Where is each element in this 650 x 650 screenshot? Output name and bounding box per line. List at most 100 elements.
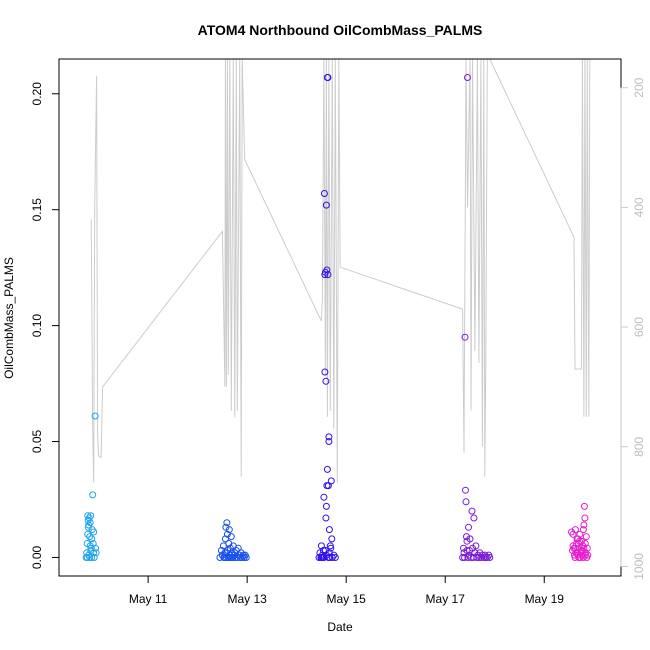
secondary-series-layer	[90, 58, 591, 483]
data-point	[580, 502, 588, 510]
data-point	[227, 533, 235, 541]
data-point	[221, 535, 229, 543]
data-point	[86, 554, 94, 561]
data-point	[579, 526, 587, 534]
data-point	[242, 554, 250, 561]
series-2	[216, 519, 250, 561]
points-layer	[82, 74, 592, 561]
x-axis: May 11 May 13 May 15 May 17 May 19	[129, 575, 565, 606]
data-point	[580, 544, 588, 552]
data-point	[472, 542, 480, 550]
data-point	[325, 526, 333, 534]
y2-tick-label: 400	[632, 197, 646, 217]
data-point	[321, 368, 329, 376]
data-point	[581, 514, 589, 522]
y-tick-label: 0.00	[30, 545, 44, 569]
data-point	[88, 535, 96, 543]
y2-tick-label: 600	[632, 317, 646, 337]
x-axis-label: Date	[327, 620, 353, 634]
data-point	[322, 514, 330, 522]
data-point	[328, 535, 336, 543]
data-point	[84, 530, 92, 538]
y-tick-label: 0.05	[30, 429, 44, 453]
data-point	[323, 465, 331, 473]
x-tick-label: May 11	[129, 592, 168, 606]
data-point	[464, 74, 471, 81]
data-point	[223, 519, 231, 527]
data-point	[90, 528, 98, 536]
data-point	[463, 533, 470, 541]
data-point	[462, 498, 470, 506]
data-point	[470, 514, 478, 522]
data-point	[574, 551, 582, 559]
data-point	[331, 554, 339, 561]
data-point	[575, 537, 583, 545]
y2-axis: 200 400 600 800 1000	[620, 77, 646, 580]
data-point	[320, 493, 328, 501]
data-point	[582, 533, 590, 541]
data-point	[325, 438, 333, 445]
data-point	[324, 74, 332, 81]
x-tick-label: May 13	[227, 592, 267, 606]
x-tick-label: May 15	[327, 592, 367, 606]
data-point	[89, 491, 97, 499]
data-point	[571, 526, 579, 534]
data-point	[83, 554, 91, 561]
y-axis: 0.00 0.05 0.10 0.15 0.20	[30, 82, 60, 569]
data-point	[88, 554, 96, 561]
data-point	[571, 551, 578, 559]
data-point	[86, 533, 94, 541]
chart-title: ATOM4 Northbound OilCombMass_PALMS	[198, 22, 483, 38]
x-tick-label: May 17	[426, 592, 466, 606]
data-point	[317, 542, 325, 550]
series-1	[82, 412, 100, 561]
data-point	[320, 190, 328, 197]
data-point	[322, 377, 330, 385]
data-point	[460, 544, 467, 552]
data-point	[84, 523, 92, 531]
data-point	[90, 554, 98, 561]
data-point	[327, 477, 335, 485]
series-5	[568, 502, 592, 561]
data-point	[223, 530, 231, 538]
data-point	[463, 537, 471, 545]
y-tick-label: 0.15	[30, 198, 44, 222]
x-tick-label: May 19	[525, 592, 565, 606]
data-point	[486, 554, 494, 561]
data-point	[461, 333, 469, 341]
series-3	[315, 74, 339, 561]
data-point	[86, 542, 94, 550]
data-point	[229, 554, 237, 561]
data-point	[323, 266, 331, 274]
data-point	[324, 271, 332, 279]
data-point	[465, 523, 472, 531]
y2-tick-label: 800	[632, 436, 646, 456]
plot-frame	[58, 58, 622, 577]
data-point	[225, 554, 233, 561]
data-point	[327, 544, 335, 552]
data-point	[462, 486, 469, 494]
data-point	[325, 433, 333, 441]
data-point	[87, 512, 95, 520]
data-point	[459, 554, 467, 561]
series-4	[459, 74, 494, 561]
data-point	[231, 549, 239, 557]
data-point	[322, 502, 330, 510]
data-point	[466, 547, 473, 554]
data-point	[87, 547, 95, 554]
y-tick-label: 0.20	[30, 82, 44, 106]
y-tick-label: 0.10	[30, 314, 44, 338]
data-point	[322, 551, 330, 559]
data-point	[571, 544, 579, 552]
data-point	[475, 554, 483, 561]
data-point	[580, 521, 588, 529]
data-point	[581, 540, 589, 547]
data-point	[86, 519, 94, 527]
y-axis-label: OilCombMass_PALMS	[2, 257, 16, 379]
data-point	[468, 507, 476, 515]
y2-tick-label: 1000	[632, 553, 646, 580]
data-point	[322, 201, 330, 209]
data-point	[91, 412, 99, 420]
y2-tick-label: 200	[632, 77, 646, 97]
